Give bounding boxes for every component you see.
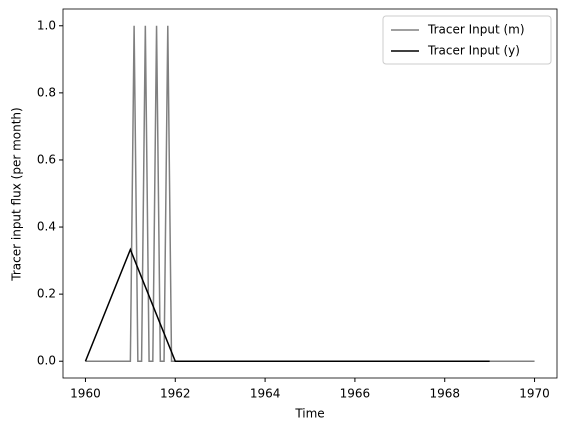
y-tick-label: 0.2 — [37, 287, 56, 301]
x-tick-label: 1970 — [519, 387, 550, 401]
x-tick-label: 1964 — [250, 387, 281, 401]
x-tick-label: 1966 — [340, 387, 371, 401]
line-series — [85, 25, 535, 362]
y-tick-label: 0.0 — [37, 354, 56, 368]
y-axis-label: Tracer input flux (per month) — [10, 107, 24, 281]
legend-box — [382, 15, 552, 65]
line-series — [84, 247, 490, 362]
x-tick-label: 1968 — [429, 387, 460, 401]
x-tick-label: 1962 — [160, 387, 191, 401]
legend-label: Tracer Input (m) — [427, 23, 525, 37]
plot-frame — [62, 8, 558, 379]
y-tick-label: 0.4 — [37, 220, 56, 234]
x-tick-label: 1960 — [70, 387, 101, 401]
legend-label: Tracer Input (y) — [427, 44, 520, 58]
y-tick-label: 1.0 — [37, 18, 56, 32]
y-tick-label: 0.8 — [37, 85, 56, 99]
y-tick-label: 0.6 — [37, 152, 56, 166]
x-axis-label: Time — [294, 407, 324, 421]
